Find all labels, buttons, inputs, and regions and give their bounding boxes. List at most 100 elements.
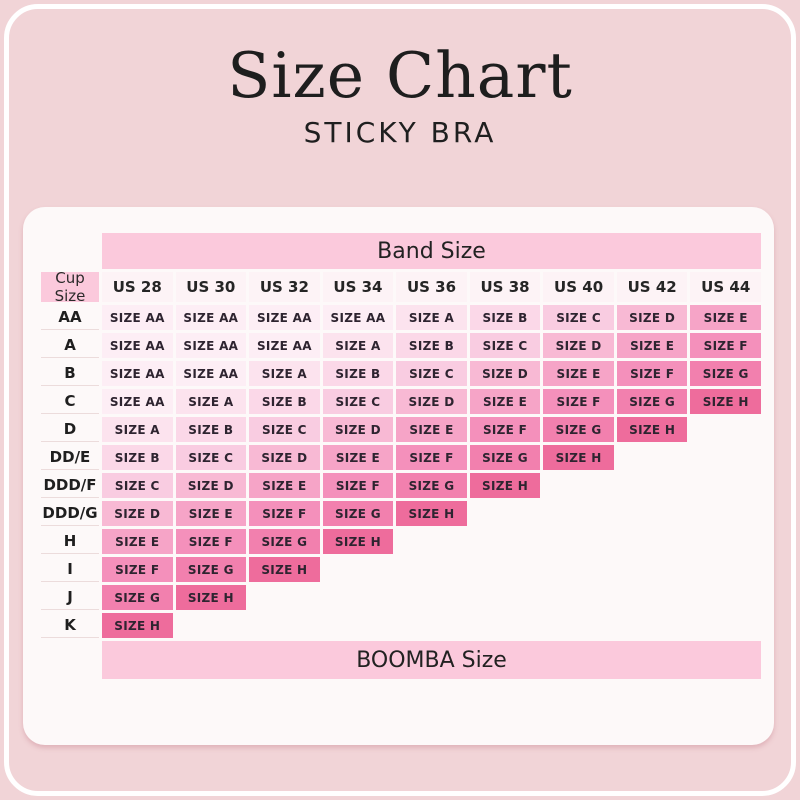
boomba-size-cell: SIZE AA bbox=[175, 305, 247, 330]
boomba-size-cell: SIZE A bbox=[175, 389, 247, 414]
boomba-size-cell: SIZE B bbox=[469, 305, 541, 330]
empty-cell bbox=[396, 557, 467, 582]
cup-size-row-label: I bbox=[41, 557, 99, 582]
empty-cell bbox=[396, 613, 467, 638]
boomba-size-cell: SIZE C bbox=[175, 445, 247, 470]
cup-size-row-label: DDD/G bbox=[41, 501, 99, 526]
cup-size-row-label: A bbox=[41, 333, 99, 358]
boomba-size-cell: SIZE H bbox=[249, 557, 320, 582]
empty-cell bbox=[690, 585, 761, 610]
empty-cell bbox=[617, 529, 688, 554]
boomba-size-cell: SIZE H bbox=[690, 389, 761, 414]
boomba-size-cell: SIZE H bbox=[469, 473, 541, 498]
boomba-size-cell: SIZE F bbox=[322, 473, 394, 498]
empty-cell bbox=[690, 557, 761, 582]
empty-cell bbox=[690, 445, 761, 470]
boomba-size-cell: SIZE E bbox=[175, 501, 247, 526]
boomba-size-cell: SIZE E bbox=[543, 361, 614, 386]
boomba-size-cell: SIZE C bbox=[322, 389, 394, 414]
boomba-size-cell: SIZE E bbox=[396, 417, 467, 442]
band-size-column-header: US 34 bbox=[322, 272, 394, 302]
boomba-size-cell: SIZE G bbox=[249, 529, 320, 554]
boomba-size-cell: SIZE F bbox=[469, 417, 541, 442]
empty-cell bbox=[176, 613, 247, 638]
boomba-size-cell: SIZE D bbox=[175, 473, 247, 498]
boomba-size-cell: SIZE AA bbox=[102, 305, 173, 330]
boomba-size-cell: SIZE A bbox=[249, 361, 320, 386]
cup-size-row-label: AA bbox=[41, 305, 99, 330]
boomba-size-cell: SIZE H bbox=[616, 417, 688, 442]
boomba-size-cell: SIZE G bbox=[396, 473, 467, 498]
cup-size-row-label: K bbox=[41, 613, 99, 638]
empty-cell bbox=[543, 585, 614, 610]
empty-cell bbox=[470, 585, 541, 610]
empty-cell bbox=[617, 557, 688, 582]
boomba-size-cell: SIZE G bbox=[543, 417, 614, 442]
band-size-column-header: US 40 bbox=[543, 272, 614, 302]
band-size-column-header: US 36 bbox=[396, 272, 467, 302]
size-chart-table: Band Size Cup Size US 28 US 30 US 32 US 34 US … bbox=[41, 233, 761, 679]
boomba-size-cell: SIZE H bbox=[543, 445, 614, 470]
cup-size-row-label: DDD/F bbox=[41, 473, 99, 498]
band-size-column-header: US 42 bbox=[616, 272, 688, 302]
boomba-size-cell: SIZE G bbox=[616, 389, 688, 414]
boomba-size-cell: SIZE F bbox=[249, 501, 320, 526]
empty-cell bbox=[690, 417, 761, 442]
boomba-size-cell: SIZE H bbox=[175, 585, 247, 610]
band-size-column-header: US 30 bbox=[175, 272, 247, 302]
empty-cell bbox=[617, 585, 688, 610]
boomba-size-cell: SIZE AA bbox=[102, 389, 173, 414]
cup-size-row-label: D bbox=[41, 417, 99, 442]
boomba-size-cell: SIZE A bbox=[322, 333, 394, 358]
boomba-size-footer: BOOMBA Size bbox=[102, 641, 761, 679]
boomba-size-cell: SIZE D bbox=[102, 501, 173, 526]
boomba-size-cell: SIZE D bbox=[322, 417, 394, 442]
empty-cell bbox=[617, 613, 688, 638]
boomba-size-cell: SIZE E bbox=[249, 473, 320, 498]
page-header: Size Chart STICKY BRA bbox=[0, 0, 800, 149]
boomba-size-cell: SIZE B bbox=[249, 389, 320, 414]
boomba-size-cell: SIZE F bbox=[690, 333, 761, 358]
empty-cell bbox=[617, 445, 688, 470]
empty-cell bbox=[617, 501, 688, 526]
empty-cell bbox=[470, 529, 541, 554]
cup-size-row-label: H bbox=[41, 529, 99, 554]
boomba-size-cell: SIZE H bbox=[322, 529, 394, 554]
empty-cell bbox=[470, 501, 541, 526]
cup-size-row-label: DD/E bbox=[41, 445, 99, 470]
empty-cell bbox=[543, 529, 614, 554]
boomba-size-cell: SIZE F bbox=[102, 557, 173, 582]
empty-cell bbox=[690, 473, 761, 498]
boomba-size-cell: SIZE B bbox=[102, 445, 173, 470]
boomba-size-cell: SIZE G bbox=[322, 501, 394, 526]
empty-cell bbox=[543, 473, 614, 498]
corner-spacer bbox=[41, 233, 99, 269]
boomba-size-cell: SIZE B bbox=[175, 417, 247, 442]
boomba-size-cell: SIZE E bbox=[690, 305, 761, 330]
boomba-size-cell: SIZE AA bbox=[175, 333, 247, 358]
boomba-size-cell: SIZE E bbox=[469, 389, 541, 414]
boomba-size-cell: SIZE AA bbox=[175, 361, 247, 386]
boomba-size-cell: SIZE D bbox=[249, 445, 320, 470]
corner-spacer bbox=[41, 641, 99, 679]
empty-cell bbox=[249, 613, 320, 638]
boomba-size-cell: SIZE AA bbox=[249, 333, 320, 358]
boomba-size-cell: SIZE AA bbox=[102, 361, 173, 386]
boomba-size-cell: SIZE H bbox=[102, 613, 173, 638]
empty-cell bbox=[323, 613, 394, 638]
boomba-size-cell: SIZE C bbox=[543, 305, 614, 330]
empty-cell bbox=[690, 501, 761, 526]
boomba-size-cell: SIZE B bbox=[322, 361, 394, 386]
empty-cell bbox=[690, 529, 761, 554]
empty-cell bbox=[690, 613, 761, 638]
boomba-size-cell: SIZE AA bbox=[322, 305, 394, 330]
empty-cell bbox=[617, 473, 688, 498]
boomba-size-cell: SIZE C bbox=[469, 333, 541, 358]
boomba-size-cell: SIZE D bbox=[543, 333, 614, 358]
boomba-size-cell: SIZE C bbox=[102, 473, 173, 498]
cup-size-row-label: J bbox=[41, 585, 99, 610]
band-size-header: Band Size bbox=[102, 233, 761, 269]
empty-cell bbox=[543, 557, 614, 582]
page-title: Size Chart bbox=[227, 39, 573, 112]
boomba-size-cell: SIZE G bbox=[175, 557, 247, 582]
